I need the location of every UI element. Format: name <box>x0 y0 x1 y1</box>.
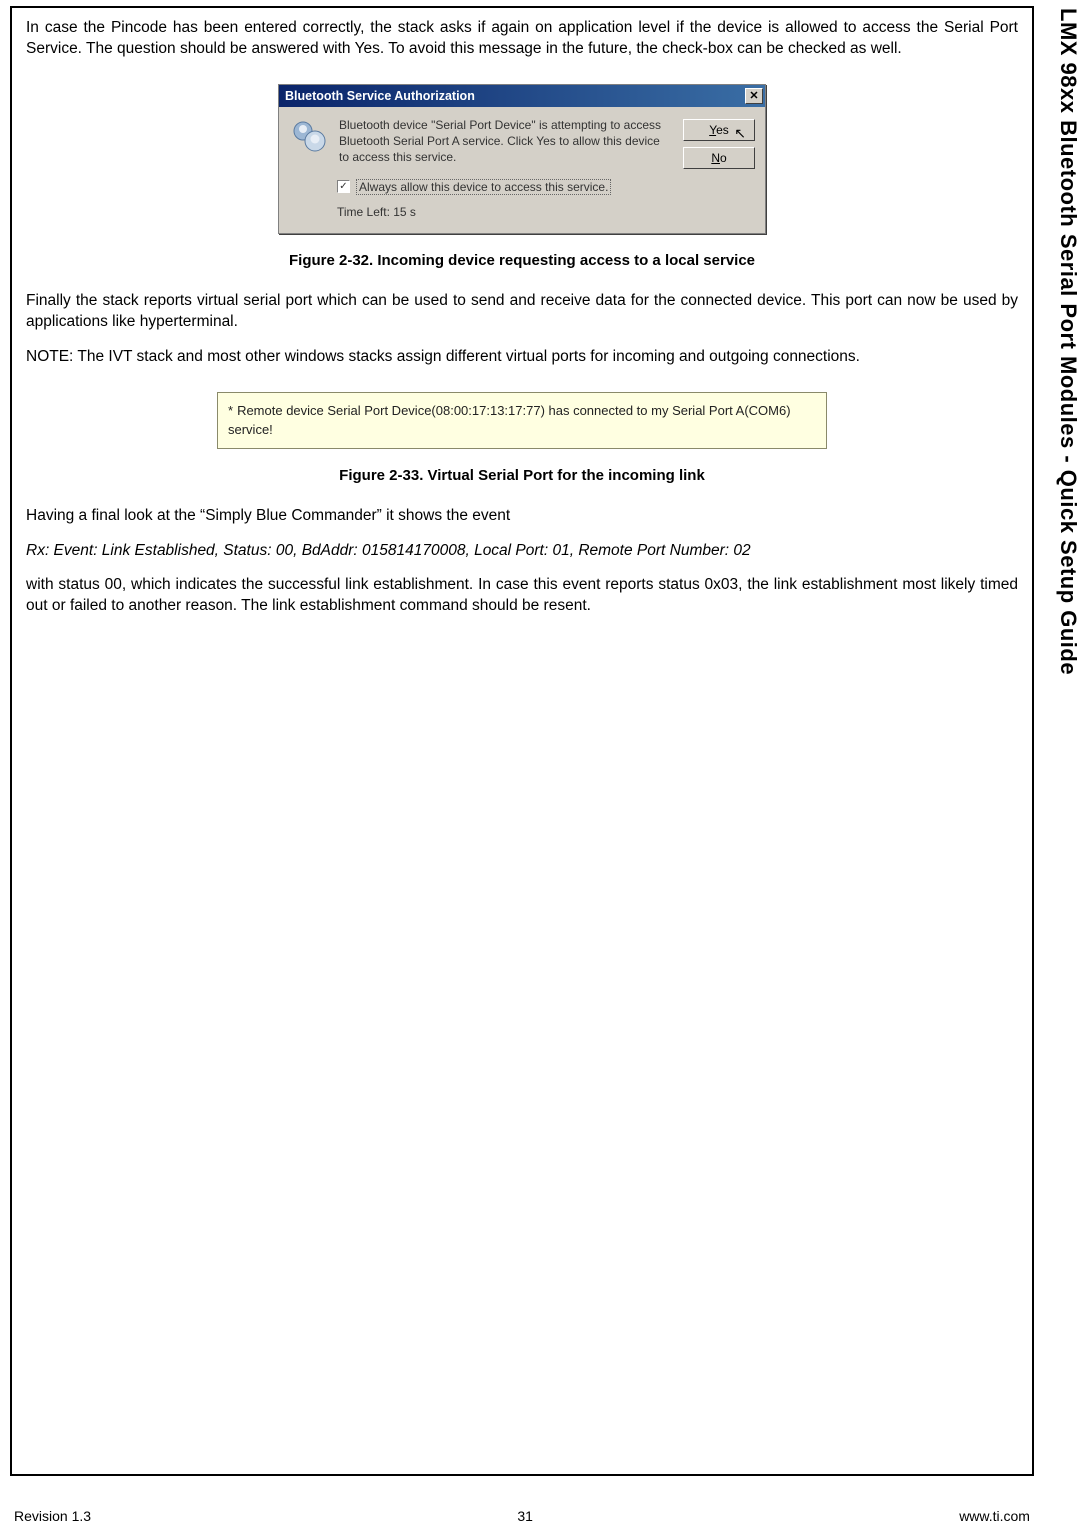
yes-label-rest: es <box>716 123 729 137</box>
footer-url: www.ti.com <box>959 1508 1030 1524</box>
cursor-icon: ↖ <box>734 125 746 142</box>
connection-tooltip: *Remote device Serial Port Device(08:00:… <box>217 392 827 449</box>
close-icon: ✕ <box>749 89 758 102</box>
always-allow-row: ✓ Always allow this device to access thi… <box>337 179 755 195</box>
time-left-label: Time Left: 15 s <box>337 205 755 219</box>
figure-232-caption: Figure 2-32. Incoming device requesting … <box>26 252 1018 269</box>
side-header-title: LMX 98xx Bluetooth Serial Port Modules -… <box>1041 8 1081 728</box>
figure-233-container: *Remote device Serial Port Device(08:00:… <box>26 392 1018 449</box>
footer-revision: Revision 1.3 <box>14 1508 91 1524</box>
dialog-button-column: Yes ↖ No <box>683 117 755 169</box>
dialog-title: Bluetooth Service Authorization <box>285 89 475 103</box>
tooltip-star-icon: * <box>228 403 233 418</box>
paragraph-finally: Finally the stack reports virtual serial… <box>26 291 1018 333</box>
no-label-rest: o <box>720 151 727 165</box>
dialog-body: Bluetooth device "Serial Port Device" is… <box>279 107 765 173</box>
bluetooth-auth-dialog: Bluetooth Service Authorization ✕ <box>278 84 766 234</box>
page: LMX 98xx Bluetooth Serial Port Modules -… <box>0 0 1091 1530</box>
paragraph-intro: In case the Pincode has been entered cor… <box>26 18 1018 60</box>
page-footer: Revision 1.3 31 www.ti.com <box>10 1508 1034 1524</box>
close-button[interactable]: ✕ <box>745 88 763 104</box>
paragraph-status: with status 00, which indicates the succ… <box>26 575 1018 617</box>
no-button[interactable]: No <box>683 147 755 169</box>
paragraph-rx-event: Rx: Event: Link Established, Status: 00,… <box>26 541 1018 562</box>
dialog-message: Bluetooth device "Serial Port Device" is… <box>339 117 673 169</box>
content-frame: In case the Pincode has been entered cor… <box>10 6 1034 1476</box>
dialog-titlebar: Bluetooth Service Authorization ✕ <box>279 85 765 107</box>
figure-233-caption: Figure 2-33. Virtual Serial Port for the… <box>26 467 1018 484</box>
tooltip-text: Remote device Serial Port Device(08:00:1… <box>228 403 791 438</box>
paragraph-note: NOTE: The IVT stack and most other windo… <box>26 347 1018 368</box>
yes-button[interactable]: Yes ↖ <box>683 119 755 141</box>
bluetooth-users-icon <box>289 117 329 157</box>
dialog-lower: ✓ Always allow this device to access thi… <box>279 173 765 233</box>
always-allow-checkbox[interactable]: ✓ <box>337 180 350 193</box>
always-allow-label: Always allow this device to access this … <box>356 179 611 195</box>
no-mnemonic: N <box>711 151 720 165</box>
figure-232-container: Bluetooth Service Authorization ✕ <box>26 84 1018 234</box>
paragraph-having: Having a final look at the “Simply Blue … <box>26 506 1018 527</box>
check-icon: ✓ <box>339 182 347 192</box>
footer-page-number: 31 <box>517 1508 533 1524</box>
